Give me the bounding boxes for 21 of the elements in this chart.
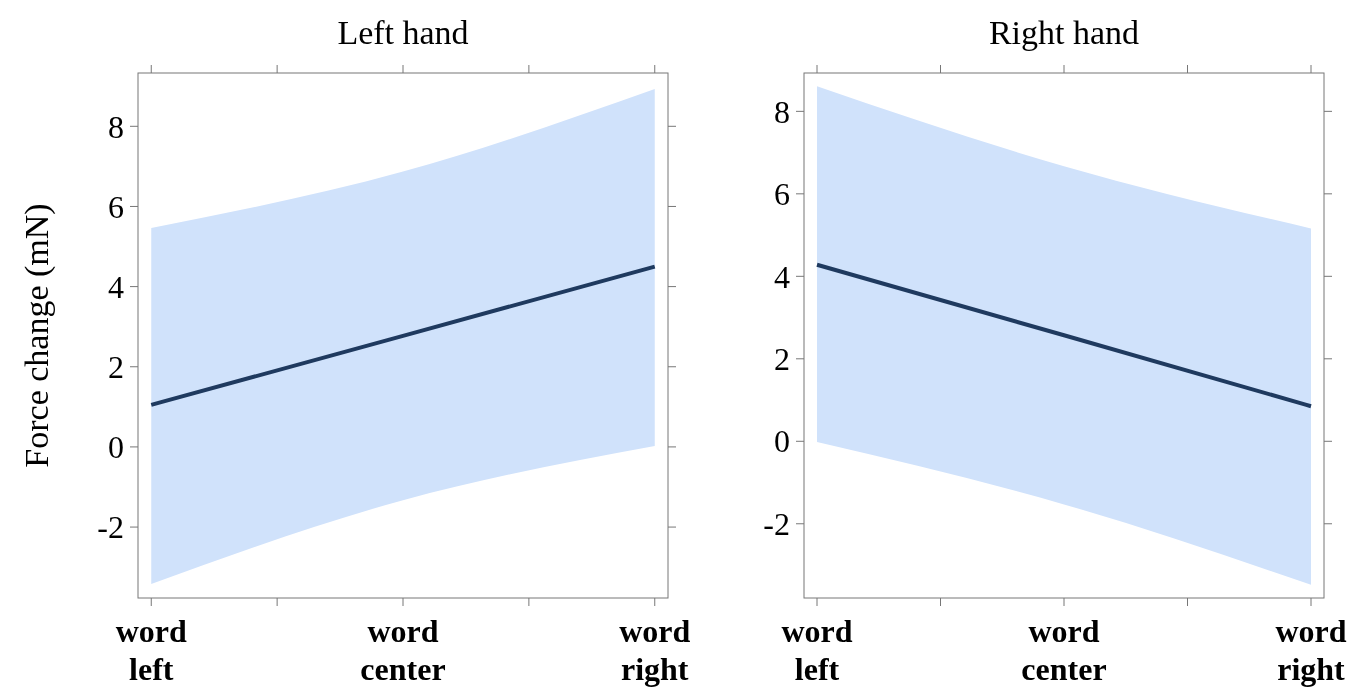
x-tick-label: word right	[619, 613, 691, 687]
x-tick-label: word right	[1275, 613, 1347, 687]
y-tick-label: 6	[774, 176, 790, 213]
y-tick-label: 0	[108, 429, 124, 466]
y-tick-label: 0	[774, 423, 790, 460]
y-tick-label: 8	[108, 108, 124, 145]
x-tick-label: word left	[781, 613, 853, 687]
x-tick-label: word center	[1021, 613, 1107, 687]
y-tick-label: 4	[774, 258, 790, 295]
x-tick-label: word center	[360, 613, 446, 687]
y-tick-label: 2	[774, 341, 790, 377]
y-tick-label: -2	[763, 505, 790, 542]
x-tick-label: word left	[115, 613, 188, 687]
y-axis-title: Force change (mN)	[18, 203, 56, 468]
chart-title: Left hand	[337, 14, 469, 51]
y-tick-label: 6	[108, 188, 124, 225]
y-tick-label: -2	[97, 509, 124, 546]
y-tick-label: 4	[108, 268, 124, 305]
y-tick-label: 2	[108, 348, 124, 385]
chart-title: Right hand	[988, 14, 1140, 51]
y-tick-label: 8	[774, 93, 790, 130]
